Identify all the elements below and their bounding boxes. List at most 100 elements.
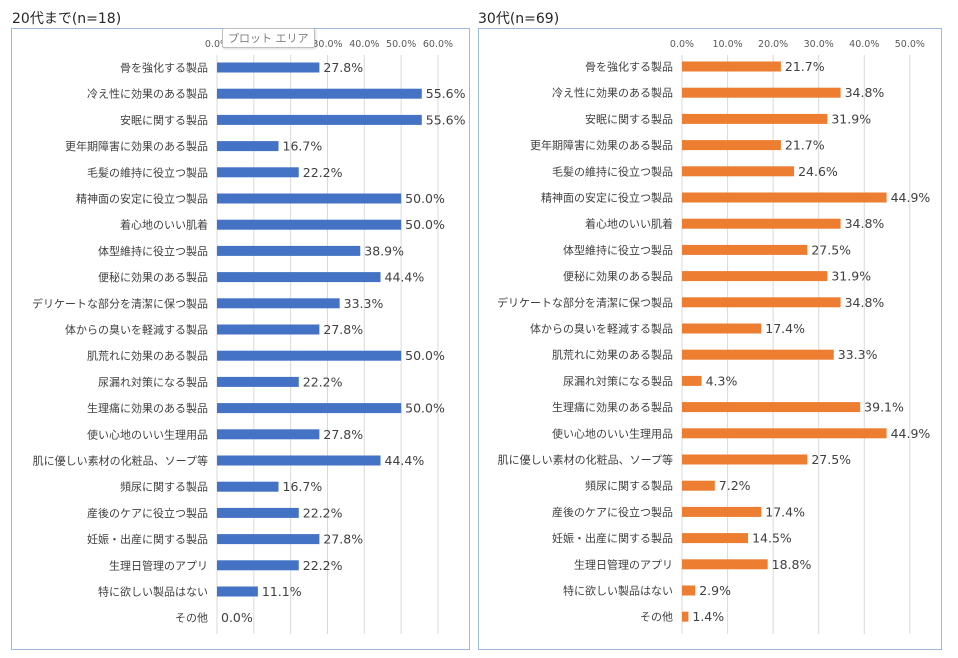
bar[interactable] — [682, 244, 808, 255]
bar[interactable] — [682, 506, 762, 517]
data-label: 18.8% — [772, 557, 812, 572]
category-label: 毛髪の維持に役立つ製品 — [87, 165, 208, 179]
bar[interactable] — [682, 533, 749, 544]
category-label: 精神面の安定に役立つ製品 — [76, 192, 208, 206]
category-label: 使い心地のいい生理用品 — [552, 426, 673, 440]
data-label: 27.8% — [323, 322, 363, 337]
bar[interactable] — [682, 323, 762, 334]
data-label: 22.2% — [303, 505, 343, 520]
category-label: 着心地のいい肌着 — [585, 217, 673, 231]
data-label: 24.6% — [798, 164, 838, 179]
tick-label: 40.0% — [849, 39, 879, 50]
bar[interactable] — [682, 402, 861, 413]
bar[interactable] — [217, 167, 299, 178]
data-label: 14.5% — [752, 531, 792, 546]
category-label: 頻尿に関する製品 — [585, 479, 673, 493]
data-label: 27.5% — [811, 452, 851, 467]
chart-2-title: 30代(n=69) — [478, 11, 560, 27]
chart-2-frame[interactable]: 0.0% 10.0% 20.0% 30.0% 40.0% 50.0% 骨を強化する製品 21.… — [478, 28, 942, 650]
bar[interactable] — [217, 272, 381, 283]
chart-1-frame[interactable]: 0.0%10.0%20.0%30.0%40.0%50.0%60.0%骨を強化する… — [11, 28, 470, 650]
bar[interactable] — [217, 245, 361, 256]
category-label: 更年期障害に効果のある製品 — [65, 139, 208, 153]
bar[interactable] — [682, 480, 715, 491]
tick-label: 10.0% — [712, 39, 742, 50]
bar[interactable] — [217, 481, 279, 492]
category-label: 冷え性に効果のある製品 — [552, 86, 673, 100]
bar[interactable] — [217, 62, 320, 73]
bar[interactable] — [682, 192, 887, 203]
bar[interactable] — [682, 585, 696, 596]
bar[interactable] — [217, 455, 381, 466]
category-label: 更年期障害に効果のある製品 — [530, 138, 673, 152]
bar[interactable] — [682, 61, 781, 72]
category-label: 体からの臭いを軽減する製品 — [65, 323, 208, 337]
data-label: 17.4% — [765, 504, 805, 519]
category-label: 生理日管理のアプリ — [574, 557, 673, 571]
data-label: 21.7% — [785, 138, 825, 153]
bar[interactable] — [682, 166, 795, 177]
tick-label: 50.0% — [386, 39, 416, 50]
category-label: 尿漏れ対策になる製品 — [98, 375, 208, 389]
bar[interactable] — [217, 141, 279, 152]
bar[interactable] — [682, 559, 768, 570]
bar[interactable] — [682, 140, 781, 151]
bar[interactable] — [682, 454, 808, 465]
category-label: 便秘に効果のある製品 — [98, 270, 208, 284]
category-label: デリケートな部分を清潔に保つ製品 — [497, 295, 673, 309]
data-label: 34.8% — [845, 216, 885, 231]
data-label: 50.0% — [405, 401, 445, 416]
category-label: 特に欲しい製品はない — [563, 584, 673, 598]
bar[interactable] — [217, 114, 422, 125]
category-label: 生理日管理のアプリ — [109, 558, 208, 572]
data-label: 31.9% — [831, 111, 871, 126]
bar[interactable] — [217, 376, 299, 387]
tick-label: 40.0% — [349, 39, 379, 50]
bar[interactable] — [682, 375, 702, 386]
tick-label: 60.0% — [423, 39, 453, 50]
category-label: 毛髪の維持に役立つ製品 — [552, 164, 673, 178]
category-label: 冷え性に効果のある製品 — [87, 87, 208, 101]
data-label: 27.8% — [323, 532, 363, 547]
category-label: 体からの臭いを軽減する製品 — [530, 322, 673, 336]
bar[interactable] — [217, 298, 340, 309]
category-label: 精神面の安定に役立つ製品 — [541, 191, 673, 205]
bar[interactable] — [217, 586, 258, 597]
data-label: 11.1% — [262, 584, 302, 599]
bar[interactable] — [682, 218, 841, 229]
data-label: 55.6% — [426, 86, 466, 101]
bar[interactable] — [682, 349, 834, 360]
bar[interactable] — [217, 219, 402, 230]
category-label: 使い心地のいい生理用品 — [87, 427, 208, 441]
tick-label: 0.0% — [670, 39, 694, 50]
bar[interactable] — [217, 350, 402, 361]
tick-label: 0.0% — [205, 39, 229, 50]
bar[interactable] — [217, 88, 422, 99]
bar[interactable] — [217, 534, 320, 545]
bar[interactable] — [682, 271, 828, 282]
bar[interactable] — [217, 193, 402, 204]
data-label: 7.2% — [719, 478, 751, 493]
data-label: 4.3% — [706, 373, 738, 388]
chart-2-svg: 0.0% 10.0% 20.0% 30.0% 40.0% 50.0% 骨を強化する製品 21.… — [497, 39, 930, 634]
bar[interactable] — [217, 403, 402, 414]
tick-label: 30.0% — [312, 39, 342, 50]
data-label: 33.3% — [344, 296, 384, 311]
category-label: 安眠に関する製品 — [120, 113, 208, 127]
bar[interactable] — [682, 428, 887, 439]
category-label: その他 — [640, 611, 673, 624]
data-label: 16.7% — [283, 479, 323, 494]
bar[interactable] — [682, 297, 841, 308]
category-label: 特に欲しい製品はない — [98, 585, 208, 599]
bar[interactable] — [682, 87, 841, 98]
bar[interactable] — [217, 429, 320, 440]
bar[interactable] — [682, 113, 828, 124]
bar[interactable] — [682, 611, 689, 622]
bar[interactable] — [217, 324, 320, 335]
data-label: 33.3% — [838, 347, 878, 362]
category-label: 肌荒れに効果のある製品 — [87, 349, 208, 363]
data-label: 31.9% — [831, 269, 871, 284]
bar[interactable] — [217, 507, 299, 518]
data-label: 44.4% — [385, 270, 425, 285]
bar[interactable] — [217, 560, 299, 571]
